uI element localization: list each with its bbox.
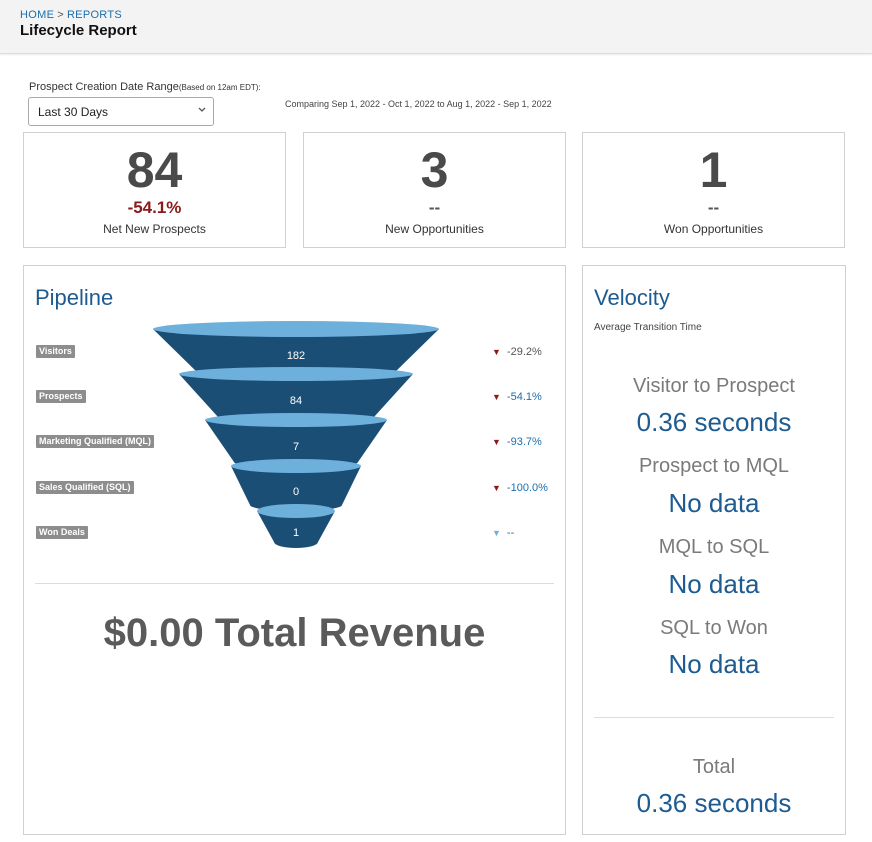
stage-label-won-deals: Won Deals: [36, 526, 88, 539]
trend-value: -100.0%: [506, 482, 548, 494]
funnel-count-sql: 0: [293, 486, 299, 498]
stage-label-visitors: Visitors: [36, 345, 75, 358]
velocity-subtitle: Average Transition Time: [594, 322, 702, 333]
date-range-label: Prospect Creation Date Range(Based on 12…: [29, 81, 261, 93]
funnel-count-won: 1: [293, 527, 299, 539]
comparison-text: Comparing Sep 1, 2022 - Oct 1, 2022 to A…: [285, 99, 552, 109]
trend-down-icon: ▼: [492, 392, 501, 402]
funnel-count-prospects: 84: [290, 395, 302, 407]
divider: [594, 717, 834, 718]
velocity-value-sql-to-won: No data: [668, 649, 760, 679]
stat-label: New Opportunities: [385, 222, 484, 236]
page-title: Lifecycle Report: [20, 22, 137, 39]
chevron-down-icon: [197, 103, 207, 120]
velocity-label-mql-to-sql: MQL to SQL: [658, 536, 770, 558]
stat-label: Won Opportunities: [663, 222, 764, 236]
trend-value: -93.7%: [506, 436, 542, 448]
stage-label-prospects: Prospects: [36, 390, 86, 403]
stat-change: --: [428, 198, 441, 217]
funnel-segment-sql[interactable]: 0: [231, 459, 361, 511]
trend-value: -54.1%: [506, 391, 542, 403]
trend-prospects: ▼ -54.1%: [492, 391, 542, 403]
stat-change: --: [707, 198, 720, 217]
trend-sql: ▼ -100.0%: [492, 482, 548, 494]
trend-mql: ▼ -93.7%: [492, 436, 542, 448]
funnel-segment-won[interactable]: 1: [257, 504, 335, 548]
funnel-count-visitors: 182: [287, 350, 305, 362]
trend-down-icon: ▼: [492, 528, 501, 538]
stat-card-new-opportunities: 3 -- New Opportunities: [303, 132, 566, 248]
stat-change: -54.1%: [127, 198, 182, 217]
stage-label-sql: Sales Qualified (SQL): [36, 481, 134, 494]
velocity-value-mql-to-sql: No data: [668, 569, 760, 599]
breadcrumb-separator: >: [57, 9, 64, 21]
funnel-count-mql: 7: [293, 441, 299, 453]
date-range-select[interactable]: Last 30 Days: [28, 97, 214, 126]
trend-visitors: ▼ -29.2%: [492, 346, 542, 358]
stat-label: Net New Prospects: [103, 222, 206, 236]
pipeline-title: Pipeline: [35, 285, 114, 310]
total-revenue: $0.00 Total Revenue: [103, 611, 486, 655]
trend-value: -29.2%: [506, 346, 542, 358]
pipeline-funnel: 182 84 7 0 1: [153, 321, 439, 548]
velocity-label-prospect-to-mql: Prospect to MQL: [638, 455, 790, 477]
breadcrumb-reports-link[interactable]: REPORTS: [66, 9, 123, 21]
velocity-label-sql-to-won: SQL to Won: [660, 617, 768, 639]
velocity-value-prospect-to-mql: No data: [668, 488, 760, 518]
trend-down-icon: ▼: [492, 347, 501, 357]
trend-value: --: [506, 527, 515, 539]
stat-value: 3: [420, 142, 449, 198]
velocity-title: Velocity: [594, 285, 670, 310]
velocity-label-visitor-to-prospect: Visitor to Prospect: [633, 375, 795, 397]
velocity-panel: Velocity Average Transition Time Visitor…: [582, 265, 846, 835]
trend-down-icon: ▼: [492, 483, 501, 493]
stat-card-won-opportunities: 1 -- Won Opportunities: [582, 132, 845, 248]
date-range-selected-value: Last 30 Days: [38, 105, 109, 119]
velocity-value-visitor-to-prospect: 0.36 seconds: [636, 407, 792, 437]
breadcrumb-home-link[interactable]: HOME: [20, 9, 55, 21]
breadcrumb: HOME > REPORTS: [20, 9, 122, 21]
stat-value: 84: [126, 142, 183, 198]
header-bar: HOME > REPORTS Lifecycle Report: [0, 0, 872, 54]
velocity-total-value: 0.36 seconds: [636, 788, 792, 818]
pipeline-panel: Pipeline 182 84 7 0: [23, 265, 566, 835]
date-range-label-text: Prospect Creation Date Range: [29, 81, 179, 93]
trend-down-icon: ▼: [492, 437, 501, 447]
trend-won-deals: ▼ --: [492, 527, 514, 539]
stat-value: 1: [699, 142, 728, 198]
stage-label-mql: Marketing Qualified (MQL): [36, 435, 155, 448]
velocity-total-label: Total: [692, 756, 736, 778]
date-range-label-note: (Based on 12am EDT):: [178, 83, 261, 92]
divider: [35, 583, 554, 584]
stat-card-net-new-prospects: 84 -54.1% Net New Prospects: [23, 132, 286, 248]
